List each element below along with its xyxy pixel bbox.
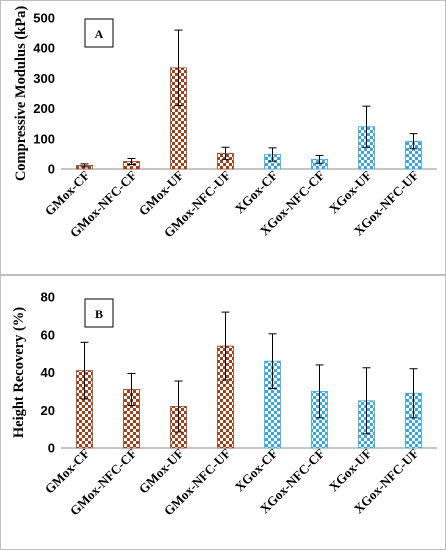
error-bar	[80, 163, 89, 168]
error-bar	[221, 311, 230, 381]
chart-panel-a: Compressive Modulus (kPa) A 0 100 200 300 400 5…	[0, 0, 446, 275]
y-tick-label: 400	[33, 41, 55, 56]
y-tick-label: 200	[33, 101, 55, 116]
category-label: XGox-CF	[232, 167, 281, 216]
panel-label-box	[84, 18, 114, 48]
error-bar	[315, 364, 324, 419]
panel-label: B	[95, 307, 103, 321]
y-tick-label: 80	[41, 290, 55, 305]
error-bar	[409, 368, 418, 419]
category-label: XGox-CF	[232, 445, 281, 494]
error-bar	[268, 333, 277, 390]
y-tick-label: 100	[33, 131, 55, 146]
error-bar	[174, 380, 183, 433]
height-recovery-chart: Height Recovery (%) B020406080GMox-CFGMox…	[11, 290, 437, 518]
y-tick-label: 20	[41, 403, 55, 418]
compressive-modulus-chart: Compressive Modulus (kPa) A 0 100 200 300 400 5…	[13, 6, 437, 240]
y-axis-title: Compressive Modulus (kPa)	[13, 6, 29, 182]
error-bar	[127, 157, 136, 165]
y-tick-label: 60	[41, 327, 55, 342]
y-tick-label: 40	[41, 365, 55, 380]
error-bar	[221, 146, 230, 160]
panel-label: A	[95, 27, 104, 41]
y-axis-title: Height Recovery (%)	[11, 307, 27, 438]
chart-panel-b: Height Recovery (%) B 0 20 40 60 80 GMox-CF GMox…	[0, 275, 446, 550]
error-bar	[80, 341, 89, 400]
y-tick-label: 500	[33, 11, 55, 26]
error-bar	[315, 154, 324, 164]
category-label: XGox-UF	[326, 167, 375, 216]
y-tick-label: 0	[48, 441, 55, 456]
y-tick-label: 300	[33, 71, 55, 86]
error-bar	[362, 105, 371, 148]
error-bar	[174, 29, 183, 107]
error-bar	[268, 147, 277, 162]
panel-label-box	[84, 298, 114, 328]
y-tick-label: 0	[48, 162, 55, 177]
error-bar	[362, 367, 371, 435]
error-bar	[409, 133, 418, 150]
category-label: XGox-UF	[326, 445, 375, 494]
error-bar	[127, 372, 136, 407]
